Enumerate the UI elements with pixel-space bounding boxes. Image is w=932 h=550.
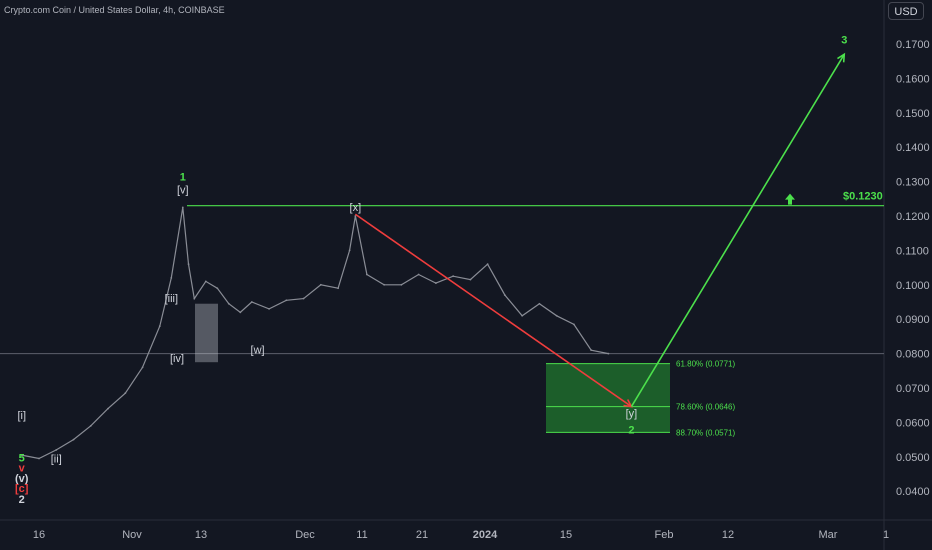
y-tick-label: 0.0400 <box>896 486 930 498</box>
price-point <box>158 325 161 327</box>
x-tick-label: Mar <box>819 529 838 541</box>
y-tick-label: 0.1400 <box>896 142 930 154</box>
y-tick-label: 0.0900 <box>896 314 930 326</box>
price-point <box>573 323 575 326</box>
x-tick-label: 15 <box>560 529 572 541</box>
wave-label: [i] <box>17 410 26 422</box>
fib-level-label: 78.60% (0.0646) <box>676 403 735 412</box>
price-line <box>21 207 609 460</box>
y-tick-label: 0.0500 <box>896 452 930 464</box>
up-arrow-icon <box>785 193 795 205</box>
y-tick-label: 0.1300 <box>896 177 930 189</box>
y-tick-label: 0.0600 <box>896 417 930 429</box>
price-point <box>590 349 593 352</box>
price-point <box>55 449 58 451</box>
fib-level-label: 61.80% (0.0771) <box>676 360 735 369</box>
y-tick-label: 0.0700 <box>896 383 930 395</box>
price-point <box>239 311 242 314</box>
x-tick-label: 16 <box>33 529 45 541</box>
y-tick-label: 0.1000 <box>896 280 930 292</box>
y-tick-label: 0.1600 <box>896 73 930 85</box>
price-point <box>141 366 144 369</box>
x-tick-label: Nov <box>122 529 142 541</box>
price-point <box>434 282 437 284</box>
price-point <box>486 263 489 266</box>
wave-label: 3 <box>841 34 847 46</box>
currency-button[interactable]: USD <box>888 2 924 20</box>
projection-down-line <box>354 213 632 408</box>
wave-label: [ii] <box>51 454 62 466</box>
projection-arrowhead <box>837 52 846 63</box>
price-point <box>383 283 386 286</box>
wave-label: (v) <box>15 473 29 485</box>
x-tick-label: Feb <box>655 529 674 541</box>
x-tick-label: 2024 <box>473 529 498 541</box>
wave-label: v <box>19 463 26 475</box>
price-point <box>20 454 23 456</box>
wave-label: 2 <box>628 424 634 436</box>
price-point <box>319 283 322 286</box>
price-point <box>417 273 420 276</box>
price-point <box>124 392 127 395</box>
x-tick-label: 1 <box>883 529 889 541</box>
target-zone <box>546 363 670 433</box>
price-point <box>302 297 305 300</box>
price-point <box>607 352 610 355</box>
price-point <box>555 314 558 317</box>
price-point <box>538 302 541 305</box>
y-tick-label: 0.1500 <box>896 108 930 120</box>
x-tick-label: 13 <box>195 529 207 541</box>
y-tick-label: 0.1700 <box>896 39 930 51</box>
price-point <box>107 407 109 410</box>
price-point <box>521 314 524 317</box>
wave-label: [x] <box>350 202 362 214</box>
price-point <box>170 277 173 279</box>
wave-label: [iii] <box>165 293 178 305</box>
price-point <box>452 275 455 278</box>
price-point <box>400 283 403 286</box>
price-point <box>38 457 40 460</box>
price-point <box>72 438 75 441</box>
price-point <box>216 287 219 290</box>
wave-label: [y] <box>626 408 638 420</box>
price-point <box>227 302 230 305</box>
price-point <box>348 249 351 252</box>
x-tick-label: Dec <box>295 529 315 541</box>
y-tick-label: 0.0800 <box>896 349 930 361</box>
price-point <box>89 424 92 427</box>
price-point <box>365 273 368 276</box>
price-point <box>193 297 196 300</box>
price-point <box>181 206 184 209</box>
wave-label: 5 <box>19 452 25 464</box>
wave-label: [c] <box>15 483 29 495</box>
fib-level-label: 88.70% (0.0571) <box>676 428 735 437</box>
price-point <box>204 280 207 283</box>
price-point <box>503 294 506 297</box>
price-point <box>469 278 472 281</box>
y-tick-label: 0.1100 <box>896 245 929 257</box>
wave-label: [w] <box>251 345 265 357</box>
x-tick-label: 11 <box>356 529 367 541</box>
x-tick-label: 21 <box>416 529 428 541</box>
wave-label: [v] <box>177 184 189 196</box>
price-point <box>268 307 270 310</box>
price-point <box>250 301 253 303</box>
wave-label: [iv] <box>170 353 184 365</box>
price-point <box>337 287 339 290</box>
chart-title: Crypto.com Coin / United States Dollar, … <box>4 5 225 15</box>
wave-label: 1 <box>180 172 186 184</box>
price-point <box>285 299 288 302</box>
resistance-label: $0.1230 <box>843 191 883 203</box>
projection-up-line <box>630 53 845 407</box>
y-tick-label: 0.1200 <box>896 211 930 223</box>
price-point <box>187 263 190 266</box>
wave-iv-box <box>195 303 218 363</box>
x-tick-label: 12 <box>722 529 734 541</box>
wave-label: 2 <box>19 494 25 506</box>
